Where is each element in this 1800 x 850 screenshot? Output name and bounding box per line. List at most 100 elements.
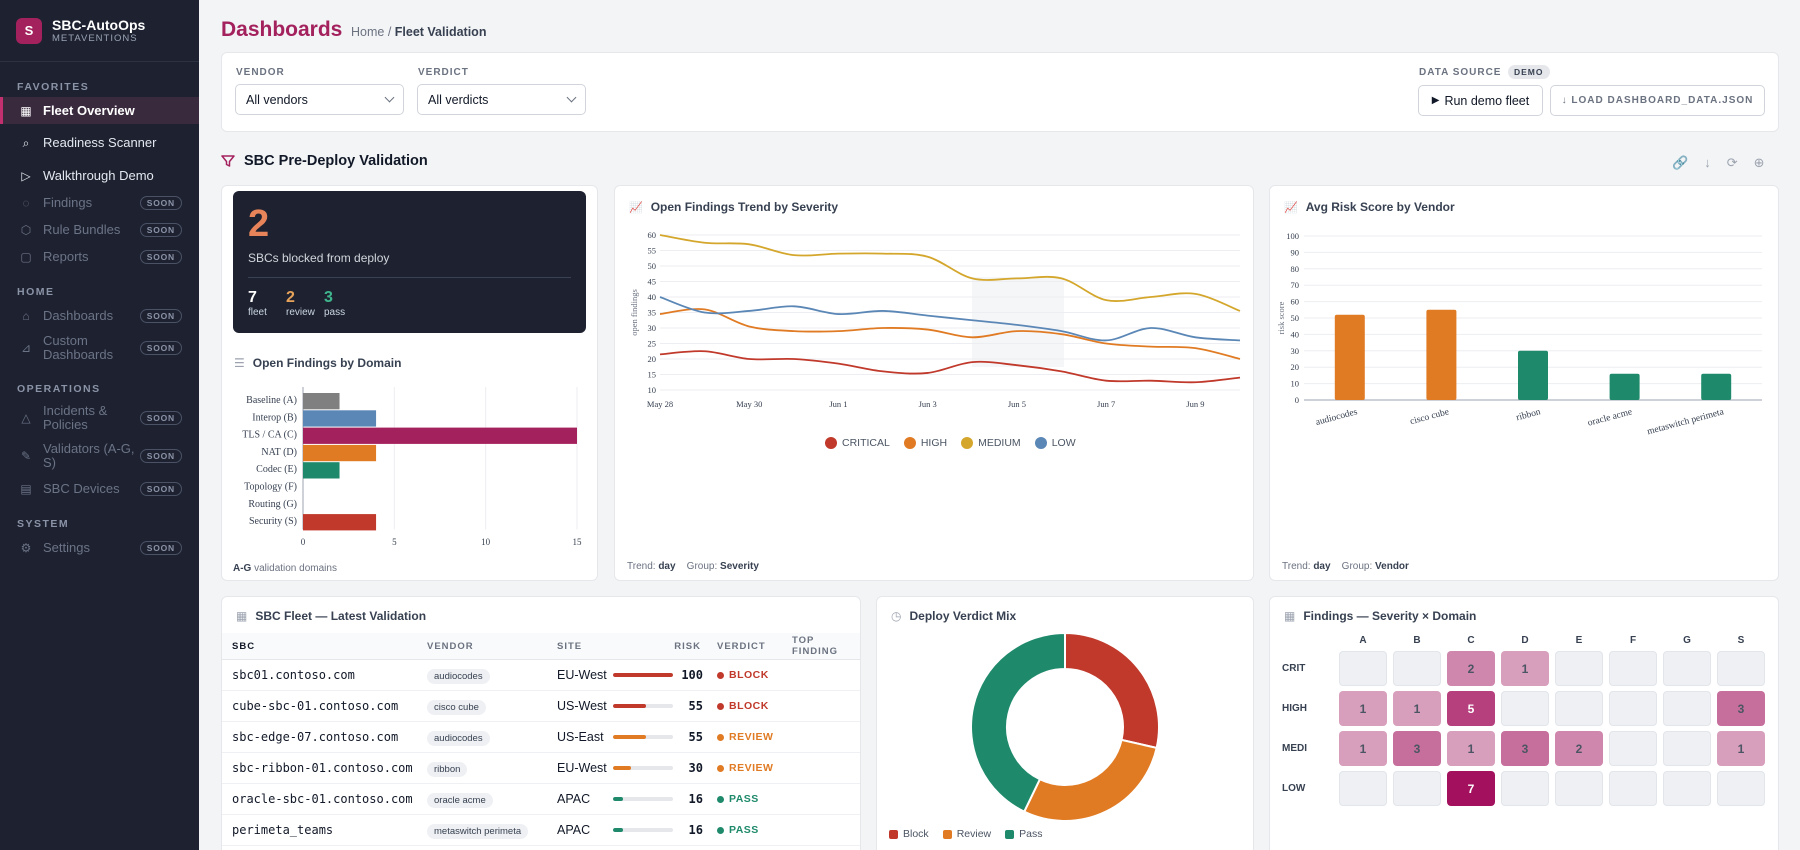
sidebar-item-rule-bundles[interactable]: ⬡ Rule Bundles SOON [0, 216, 199, 243]
play-icon: ▷ [21, 168, 31, 183]
section-title: SBC Pre-Deploy Validation [221, 153, 428, 169]
heatmap-cell[interactable]: 3 [1501, 731, 1549, 766]
heatmap-column-label: A [1359, 635, 1367, 646]
verdict-dot [717, 795, 724, 803]
heatmap-cell[interactable] [1609, 651, 1657, 686]
heatmap-cell[interactable]: 3 [1717, 691, 1765, 726]
legend-item-block[interactable]: Block [889, 828, 929, 840]
heatmap-cell[interactable]: 1 [1717, 731, 1765, 766]
kpi-stat-label: pass [324, 307, 346, 318]
heatmap-cell[interactable] [1717, 771, 1765, 806]
heatmap-cell[interactable] [1663, 771, 1711, 806]
y-tick-label: 55 [648, 246, 657, 256]
table-row[interactable]: sbc01.contoso.com audiocodes EU-West 100 BLO… [222, 660, 860, 691]
heatmap-cell[interactable] [1663, 691, 1711, 726]
heatmap-cell[interactable] [1555, 771, 1603, 806]
y-tick-label: 50 [648, 261, 657, 271]
col-vendor[interactable]: VENDOR [427, 640, 474, 652]
risk-card: 📈 Avg Risk Score by Vendor 0 10 20 30 40 50 60… [1269, 185, 1779, 581]
verdict-select[interactable]: All verdicts [417, 84, 586, 115]
sidebar-item-incidents-policies[interactable]: △ Incidents & Policies SOON [0, 399, 199, 437]
heatmap-cell[interactable]: 1 [1447, 731, 1495, 766]
col-sbc[interactable]: SBC [232, 640, 256, 652]
heatmap-cell[interactable]: 2 [1555, 731, 1603, 766]
heatmap-cell[interactable] [1393, 651, 1441, 686]
heatmap-cell[interactable]: 3 [1393, 731, 1441, 766]
heatmap-cell[interactable]: 1 [1501, 651, 1549, 686]
sidebar-item-settings[interactable]: ⚙ Settings SOON [0, 534, 199, 561]
sidebar-item-dashboards[interactable]: ⌂ Dashboards SOON [0, 302, 199, 329]
heatmap-cell[interactable]: 1 [1339, 731, 1387, 766]
vendor-select[interactable]: All vendors [235, 84, 404, 115]
col-site[interactable]: SITE [557, 640, 583, 652]
sidebar-item-validators-a-g-s[interactable]: ✎ Validators (A-G, S) SOON [0, 437, 199, 475]
legend-item-pass[interactable]: Pass [1005, 828, 1042, 840]
heatmap-cell[interactable] [1609, 691, 1657, 726]
breadcrumb-home[interactable]: Home [351, 25, 385, 39]
sidebar: S SBC-AutoOps METAVENTIONS FAVORITES ▦ Fle… [0, 0, 199, 850]
y-tick-label: 0 [1295, 395, 1299, 405]
brand-sub: METAVENTIONS [52, 32, 138, 44]
legend-item-critical[interactable]: CRITICAL [825, 437, 890, 450]
vendor-pill: audiocodes [427, 669, 490, 684]
col-verdict[interactable]: VERDICT [717, 640, 766, 652]
legend-item-high[interactable]: HIGH [903, 437, 947, 450]
trend-card: 📈 Open Findings Trend by Severity 10 15 20… [614, 185, 1254, 581]
table-row[interactable]: sbc-ribbon-01.contoso.com ribbon EU-West 30… [222, 753, 860, 784]
heatmap-cell[interactable]: 7 [1447, 771, 1495, 806]
legend-item-low[interactable]: LOW [1034, 437, 1076, 450]
sidebar-item-fleet-overview[interactable]: ▦ Fleet Overview [0, 97, 199, 124]
risk-bar [613, 828, 673, 832]
sidebar-item-label: Settings [43, 540, 90, 555]
heatmap-cell[interactable] [1339, 771, 1387, 806]
trend-foot-label: Trend: [627, 561, 659, 572]
col-top-finding[interactable]: TOP FINDING [792, 635, 839, 657]
legend-item-review[interactable]: Review [942, 828, 991, 840]
heatmap-cell[interactable]: 1 [1339, 691, 1387, 726]
heatmap-cell[interactable] [1663, 651, 1711, 686]
sidebar-item-readiness-scanner[interactable]: ⌕ Readiness Scanner [0, 124, 199, 162]
sidebar-item-walkthrough-demo[interactable]: ▷ Walkthrough Demo [0, 162, 199, 189]
sidebar-item-label: Reports [43, 249, 89, 264]
chevron-down-icon [566, 92, 577, 103]
run-demo-fleet-button[interactable]: ▶ Run demo fleet [1418, 85, 1543, 116]
heatmap-cell[interactable] [1609, 731, 1657, 766]
heatmap-cell[interactable] [1501, 771, 1549, 806]
sidebar-item-sbc-devices[interactable]: ▤ SBC Devices SOON [0, 475, 199, 502]
legend-item-medium[interactable]: MEDIUM [961, 437, 1021, 450]
table-row[interactable]: oracle-sbc-01.contoso.com oracle acme APAC… [222, 784, 860, 815]
heatmap-cell[interactable] [1555, 691, 1603, 726]
sidebar-item-custom-dashboards[interactable]: ⊿ Custom Dashboards SOON [0, 329, 199, 367]
x-tick-label: 10 [481, 537, 491, 547]
heatmap-cell[interactable] [1663, 731, 1711, 766]
download-icon[interactable]: ↓ [1704, 155, 1711, 170]
heatmap-cell[interactable]: 2 [1447, 651, 1495, 686]
heatmap-cell[interactable] [1339, 651, 1387, 686]
play-icon: ▶ [1431, 95, 1440, 106]
legend-label: LOW [1051, 437, 1076, 449]
sidebar-item-reports[interactable]: ▢ Reports SOON [0, 243, 199, 270]
link-icon[interactable]: 🔗 [1672, 155, 1689, 170]
table-row[interactable]: perimeta_teams metaswitch perimeta APAC 16 P… [222, 815, 860, 846]
heatmap-cell[interactable] [1501, 691, 1549, 726]
zoom-icon[interactable]: ⊕ [1753, 155, 1765, 170]
heatmap-row-label: CRIT [1282, 663, 1306, 674]
heatmap-cell[interactable] [1609, 771, 1657, 806]
series-line-high [659, 308, 1241, 360]
heatmap-cell[interactable] [1555, 651, 1603, 686]
col-risk[interactable]: RISK [674, 640, 701, 652]
search-icon: ⌕ [22, 135, 30, 150]
heatmap-cell[interactable] [1393, 771, 1441, 806]
heatmap-cell[interactable]: 1 [1393, 691, 1441, 726]
heatmap-column-label: B [1413, 635, 1421, 646]
heatmap-cell[interactable]: 5 [1447, 691, 1495, 726]
table-row[interactable]: cube-sbc-01.contoso.com cisco cube US-West… [222, 691, 860, 722]
sidebar-item-findings[interactable]: ◌ Findings SOON [0, 189, 199, 216]
refresh-icon[interactable]: ⟳ [1726, 155, 1738, 170]
legend-swatch [942, 829, 952, 839]
load-dashboard-button[interactable]: ↓ LOAD DASHBOARD_DATA.JSON [1550, 85, 1765, 116]
heatmap-cell[interactable] [1717, 651, 1765, 686]
verdict-legend: Block Review Pass [889, 828, 1042, 840]
table-row[interactable]: sbc-edge-07.contoso.com audiocodes US-East… [222, 722, 860, 753]
vendor-bar [1701, 373, 1732, 400]
